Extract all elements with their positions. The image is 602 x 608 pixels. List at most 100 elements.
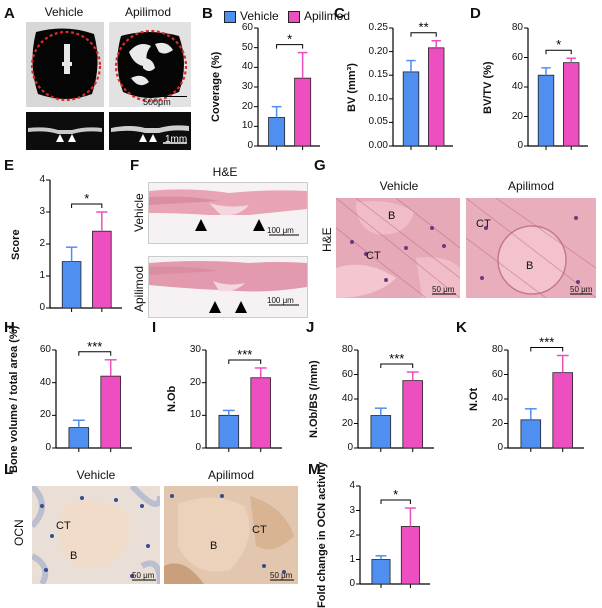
tick-label-k-3: 60: [491, 368, 503, 380]
significance-marker-j: ***: [389, 351, 404, 366]
panel-f-title: H&E: [212, 165, 238, 179]
panel-l-vehicle-scale: 50 μm: [132, 571, 155, 580]
tick-label-m-3: 3: [349, 504, 355, 516]
ocn-micrograph-apilimod-drawing: [164, 494, 294, 584]
tick-label-h-1: 20: [39, 409, 51, 421]
tick-label-b-0: 0: [247, 140, 253, 151]
tick-label-d-3: 60: [511, 51, 523, 63]
significance-marker-b: *: [287, 32, 292, 47]
tick-label-h-0: 0: [45, 442, 51, 453]
tick-label-h-3: 60: [39, 344, 51, 355]
panel-g-vehicle-title: Vehicle: [379, 179, 419, 193]
panel-l-apilimod-title: Apilimod: [207, 468, 255, 482]
he-section-apilimod-drawing: [149, 261, 307, 313]
bar-h-vehicle: [68, 427, 90, 449]
tick-label-k-0: 0: [497, 442, 503, 453]
he-vehicle-scale: 100 μm: [267, 226, 294, 235]
legend-swatch-vehicle: [224, 11, 236, 23]
panel-l-apilimod-scale: 50 μm: [270, 571, 293, 580]
panel-a-vehicle-title: Vehicle: [44, 5, 84, 19]
panel-label-l: L: [4, 461, 14, 478]
bar-d-apilimod: [563, 62, 580, 147]
panel-l-vehicle-label-ct: CT: [56, 520, 71, 532]
y-axis-label-k: N.Ot: [468, 387, 480, 411]
chart-plot-b: *: [254, 27, 320, 150]
panel-label-i: I: [152, 319, 157, 336]
tick-label-m-2: 2: [349, 529, 355, 540]
panel-label-f: F: [130, 157, 140, 174]
he-apilimod-scale: 100 μm: [267, 296, 294, 305]
he-micrograph-apilimod: CT B 50 μm: [466, 198, 596, 298]
bar-j-vehicle: [370, 415, 392, 449]
scale-bar-500um-text: 500μm: [143, 97, 171, 107]
tick-label-c-2: 0.10: [368, 92, 388, 104]
he-section-apilimod: 100 μm: [148, 256, 308, 318]
bar-i-apilimod: [250, 377, 272, 449]
tick-label-b-4: 40: [241, 61, 253, 73]
panel-g-apilimod-title: Apilimod: [507, 179, 555, 193]
significance-bracket-b: [276, 44, 304, 49]
bar-m-apilimod: [400, 526, 420, 585]
significance-marker-h: ***: [87, 339, 102, 354]
microct-apilimod-section-drawing: [111, 125, 189, 144]
microct-vehicle-section-drawing: [28, 127, 102, 142]
legend-swatch-apilimod: [288, 11, 300, 23]
y-axis-label-h: Bone volume / total area (%): [8, 325, 20, 473]
panel-g-apilimod-scale: 50 μm: [570, 285, 593, 294]
tick-label-e-4: 4: [39, 174, 45, 185]
tick-label-j-3: 60: [341, 368, 353, 380]
bar-e-vehicle: [61, 261, 82, 309]
bar-j-apilimod: [402, 380, 424, 449]
tick-label-j-0: 0: [347, 442, 353, 453]
microct-apilimod-skull: 500μm: [109, 22, 191, 107]
panel-label-h: H: [4, 319, 15, 336]
microct-apilimod-section: 1mm: [109, 112, 191, 150]
chart-plot-k: ***: [504, 335, 584, 452]
tick-label-m-1: 1: [349, 553, 355, 565]
bar-c-apilimod: [428, 47, 445, 147]
bar-h-apilimod: [100, 375, 122, 449]
tick-label-i-1: 10: [189, 409, 201, 421]
he-section-vehicle: 100 μm: [148, 182, 308, 244]
chart-plot-h: ***: [52, 339, 132, 452]
significance-bracket-k: [530, 347, 564, 352]
panel-a-apilimod-title: Apilimod: [124, 5, 172, 19]
bar-c-vehicle: [402, 71, 420, 147]
panel-g-vehicle-label-b: B: [388, 210, 396, 222]
panel-l-vehicle-label-b: B: [70, 550, 78, 562]
panel-g-side-label: H&E: [320, 227, 334, 252]
tick-label-k-2: 40: [491, 393, 503, 404]
panel-f-row1-label: Vehicle: [132, 193, 146, 232]
panel-l-vehicle-title: Vehicle: [76, 468, 116, 482]
tick-label-b-3: 30: [241, 81, 253, 92]
ocn-micrograph-apilimod: B CT 50 μm: [164, 486, 298, 584]
panel-label-g: G: [314, 157, 326, 174]
ocn-micrograph-vehicle: CT B 50 μm: [32, 486, 160, 584]
tick-label-d-0: 0: [517, 140, 523, 151]
panel-label-e: E: [4, 157, 15, 174]
significance-bracket-d: [545, 49, 572, 55]
significance-bracket-c: [410, 32, 437, 37]
tick-label-i-0: 0: [195, 442, 201, 453]
significance-marker-d: *: [556, 37, 561, 52]
tick-label-c-4: 0.20: [368, 45, 388, 57]
tick-label-b-5: 50: [241, 41, 253, 53]
tick-label-d-1: 20: [511, 110, 523, 122]
tick-label-i-3: 30: [189, 344, 201, 355]
tick-label-e-1: 1: [39, 270, 45, 281]
panel-label-k: K: [456, 319, 467, 336]
y-axis-label-i: N.Ob: [166, 385, 178, 412]
he-section-vehicle-drawing: [149, 189, 307, 236]
tick-label-c-3: 0.15: [368, 69, 388, 81]
significance-marker-c: **: [419, 20, 429, 35]
tick-label-k-1: 20: [491, 417, 503, 429]
y-axis-label-e: Score: [10, 228, 22, 260]
chart-plot-i: ***: [202, 347, 282, 452]
tick-label-b-1: 10: [241, 120, 253, 132]
significance-marker-i: ***: [237, 347, 252, 362]
he-micrograph-vehicle-drawing: [336, 198, 460, 298]
chart-plot-m: *: [356, 485, 430, 588]
significance-marker-e: *: [84, 191, 89, 206]
tick-label-c-0: 0.00: [368, 140, 388, 151]
panel-g-apilimod-label-ct: CT: [476, 218, 491, 230]
